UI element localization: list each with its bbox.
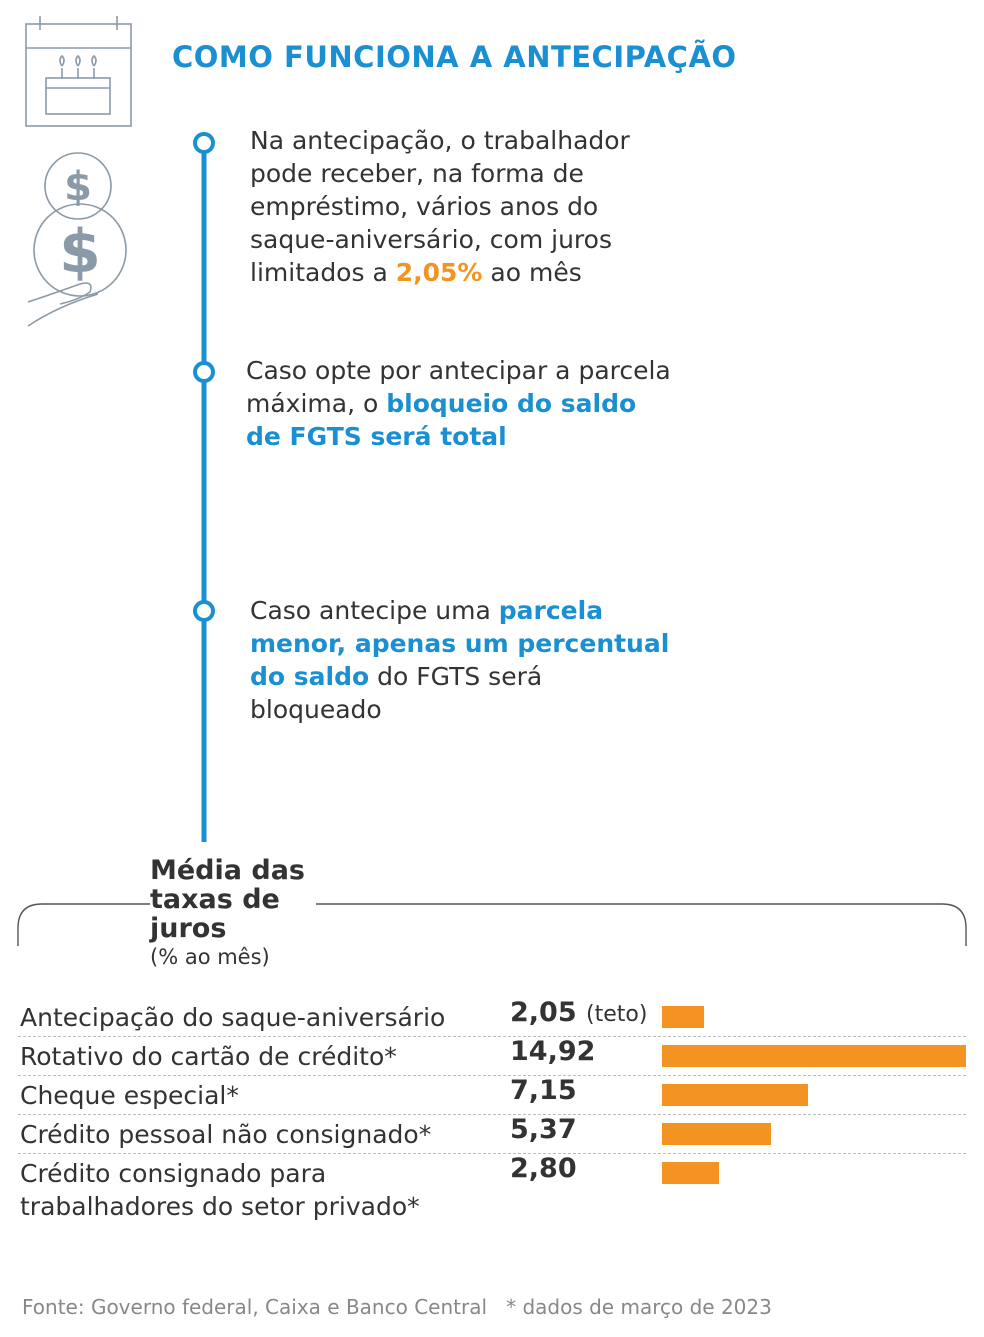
- category-label: Rotativo do cartão de crédito*: [20, 1042, 397, 1071]
- row: Cheque especial* 7,15: [18, 1075, 966, 1115]
- value-label: 2,80: [510, 1153, 577, 1184]
- step-highlight: parcela menor, apenas um percentual do s…: [250, 596, 670, 691]
- calendar-icon: [25, 16, 132, 127]
- value-text: 2,80: [510, 1153, 577, 1184]
- value-label: 2,05 (teto): [510, 997, 647, 1028]
- row: Crédito consignado para trabalhadores do…: [18, 1153, 966, 1233]
- value-label: 14,92: [510, 1036, 595, 1067]
- note: * dados de março de 2023: [506, 1295, 772, 1319]
- dollar: $: [59, 217, 101, 287]
- coins-icon: [27, 152, 127, 327]
- value-text: 5,37: [510, 1114, 577, 1145]
- row: Crédito pessoal não consignado* 5,37: [18, 1114, 966, 1154]
- category-label: Crédito consignado para trabalhadores do…: [20, 1159, 420, 1221]
- dollar: $: [64, 164, 92, 210]
- step-text: Caso antecipe uma: [250, 596, 499, 625]
- timeline-dots: [193, 132, 215, 622]
- value-label: 7,15: [510, 1075, 577, 1106]
- value-label: 5,37: [510, 1114, 577, 1145]
- chart-title: Média das taxas de juros: [150, 856, 316, 943]
- decor: $ $: [17, 16, 967, 946]
- bar: [662, 1162, 720, 1184]
- row: Antecipação do saque-aniversário 2,05 (te…: [18, 997, 966, 1037]
- step-text: Caso opte por antecipar a parcela máxima…: [246, 356, 671, 418]
- annotation: (teto): [586, 1002, 648, 1027]
- step-text: Na antecipação, o trabalhador pode receb…: [250, 126, 630, 287]
- step-highlight: 2,05%: [395, 258, 483, 287]
- value-text: 14,92: [510, 1036, 596, 1067]
- step: Caso antecipe uma parcela menor, apenas …: [250, 594, 680, 726]
- chart-frame: [17, 903, 967, 946]
- step-text: ao mês: [482, 258, 582, 287]
- step: Na antecipação, o trabalhador pode receb…: [250, 124, 680, 289]
- bar: [662, 1084, 808, 1106]
- source: Fonte: Governo federal, Caixa e Banco Ce…: [22, 1295, 488, 1319]
- value-text: 2,05: [510, 997, 577, 1028]
- value-text: 7,15: [510, 1075, 577, 1106]
- category-label: Crédito pessoal não consignado*: [20, 1120, 432, 1149]
- chart-subtitle: (% ao mês): [150, 945, 270, 969]
- footer: Fonte: Governo federal, Caixa e Banco Ce…: [22, 1295, 772, 1319]
- bar: [662, 1006, 704, 1028]
- step-text: do FGTS será bloqueado: [250, 662, 543, 724]
- category-label: Antecipação do saque-aniversário: [20, 1003, 446, 1032]
- row: Rotativo do cartão de crédito* 14,92: [18, 1036, 966, 1076]
- bar: [662, 1045, 966, 1067]
- bar: [662, 1123, 772, 1145]
- category-label: Cheque especial*: [20, 1081, 239, 1110]
- step: Caso opte por antecipar a parcela máxima…: [246, 354, 676, 453]
- title: COMO FUNCIONA A ANTECIPAÇÃO: [172, 40, 737, 74]
- step-highlight: bloqueio do saldo de FGTS será total: [246, 389, 637, 451]
